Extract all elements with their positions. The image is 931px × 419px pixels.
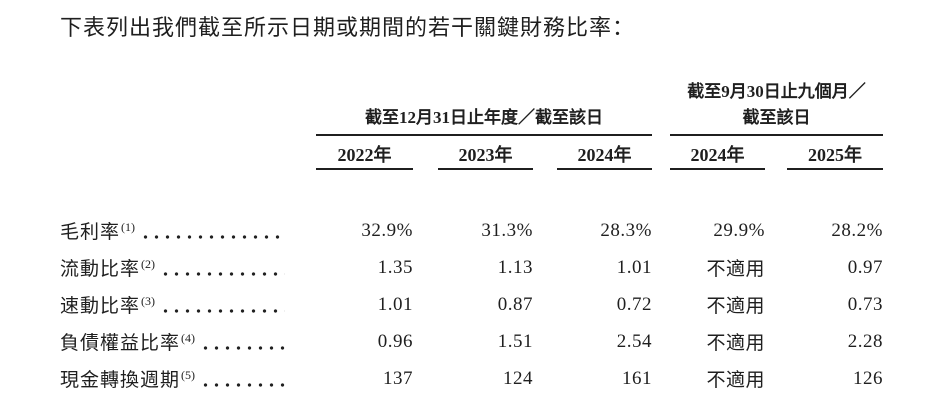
cell-value: 0.97 — [847, 256, 883, 278]
table-row-gross-margin: 毛利率(1) 32.9% 31.3% 28.3% 29.9% 28.2% — [60, 212, 883, 249]
cell-value: 1.35 — [377, 256, 413, 278]
dot-leader — [160, 249, 285, 286]
dot-leader — [200, 323, 285, 360]
row-label: 毛利率(1) — [60, 219, 136, 243]
cell-value: 不適用 — [706, 259, 765, 280]
footnote-marker: (1) — [121, 219, 136, 234]
column-group-nine-month-label-line1: 截至9月30日止九個月／ — [687, 82, 866, 101]
cell-value: 1.01 — [377, 293, 413, 315]
cell-value: 161 — [622, 367, 652, 389]
year-column-header-9m-2025: 2025年 — [787, 145, 883, 170]
column-group-annual-header: 截至12月31日止年度／截至該日 — [316, 105, 652, 136]
year-column-header-2022: 2022年 — [316, 145, 413, 170]
row-label-cell: 負債權益比率(4) — [60, 323, 316, 360]
row-label: 現金轉換週期(5) — [60, 367, 196, 391]
row-label-column-spacer — [60, 145, 316, 170]
column-group-header-row: 截至12月31日止年度／截至該日 截至9月30日止九個月／ 截至該日 — [60, 79, 883, 136]
cell-value: 0.73 — [847, 293, 883, 315]
cell-value: 不適用 — [706, 333, 765, 354]
cell-value: 28.3% — [600, 219, 652, 241]
table-body: 毛利率(1) 32.9% 31.3% 28.3% 29.9% 28.2% 流動比… — [60, 212, 883, 397]
column-group-nine-month-header: 截至9月30日止九個月／ 截至該日 — [670, 79, 883, 136]
footnote-marker: (2) — [141, 256, 156, 271]
row-label: 速動比率(3) — [60, 293, 156, 317]
table-row-current-ratio: 流動比率(2) 1.35 1.13 1.01 不適用 0.97 — [60, 249, 883, 286]
cell-value: 2.28 — [847, 330, 883, 352]
column-group-nine-month-label-line2: 截至該日 — [742, 108, 811, 127]
column-group-annual-label: 截至12月31日止年度／截至該日 — [365, 108, 603, 127]
row-label-cell: 速動比率(3) — [60, 286, 316, 323]
row-label: 負債權益比率(4) — [60, 330, 196, 354]
cell-value: 0.87 — [497, 293, 533, 315]
dot-leader — [160, 286, 285, 323]
row-label-cell: 現金轉換週期(5) — [60, 360, 316, 397]
row-label: 流動比率(2) — [60, 256, 156, 280]
cell-value: 32.9% — [361, 219, 413, 241]
table-row-quick-ratio: 速動比率(3) 1.01 0.87 0.72 不適用 0.73 — [60, 286, 883, 323]
cell-value: 1.01 — [616, 256, 652, 278]
year-column-header-2023: 2023年 — [438, 145, 533, 170]
cell-value: 29.9% — [713, 219, 765, 241]
intro-paragraph: 下表列出我們截至所示日期或期間的若干關鍵財務比率： — [60, 15, 636, 40]
table-row-cash-conversion-cycle: 現金轉換週期(5) 137 124 161 不適用 126 — [60, 360, 883, 397]
cell-value: 31.3% — [481, 219, 533, 241]
cell-value: 126 — [853, 367, 883, 389]
footnote-marker: (3) — [141, 293, 156, 308]
row-label-cell: 流動比率(2) — [60, 249, 316, 286]
year-column-header-2024: 2024年 — [557, 145, 652, 170]
cell-value: 28.2% — [831, 219, 883, 241]
year-header-row: 2022年 2023年 2024年 2024年 2025年 — [60, 145, 883, 170]
cell-value: 不適用 — [706, 296, 765, 317]
dot-leader — [200, 360, 285, 397]
cell-value: 0.96 — [377, 330, 413, 352]
year-column-header-9m-2024: 2024年 — [670, 145, 765, 170]
cell-value: 不適用 — [706, 370, 765, 391]
cell-value: 137 — [383, 367, 413, 389]
cell-value: 1.13 — [497, 256, 533, 278]
footnote-marker: (5) — [181, 367, 196, 382]
dot-leader — [140, 212, 285, 249]
row-label-cell: 毛利率(1) — [60, 212, 316, 249]
cell-value: 0.72 — [616, 293, 652, 315]
cell-value: 1.51 — [497, 330, 533, 352]
footnote-marker: (4) — [181, 330, 196, 345]
table-row-debt-to-equity: 負債權益比率(4) 0.96 1.51 2.54 不適用 2.28 — [60, 323, 883, 360]
financial-ratios-table: 截至12月31日止年度／截至該日 截至9月30日止九個月／ 截至該日 2022年… — [60, 79, 883, 397]
cell-value: 124 — [503, 367, 533, 389]
cell-value: 2.54 — [616, 330, 652, 352]
